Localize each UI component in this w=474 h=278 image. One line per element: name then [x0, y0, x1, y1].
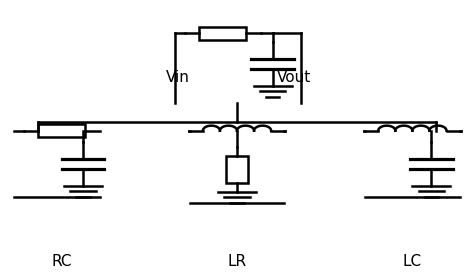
Text: Vin: Vin: [166, 70, 190, 85]
Text: Vout: Vout: [277, 70, 311, 85]
Text: RC: RC: [51, 254, 72, 269]
Text: LC: LC: [403, 254, 422, 269]
FancyBboxPatch shape: [199, 27, 246, 40]
Text: LR: LR: [228, 254, 246, 269]
FancyBboxPatch shape: [38, 125, 85, 137]
FancyBboxPatch shape: [226, 156, 247, 183]
